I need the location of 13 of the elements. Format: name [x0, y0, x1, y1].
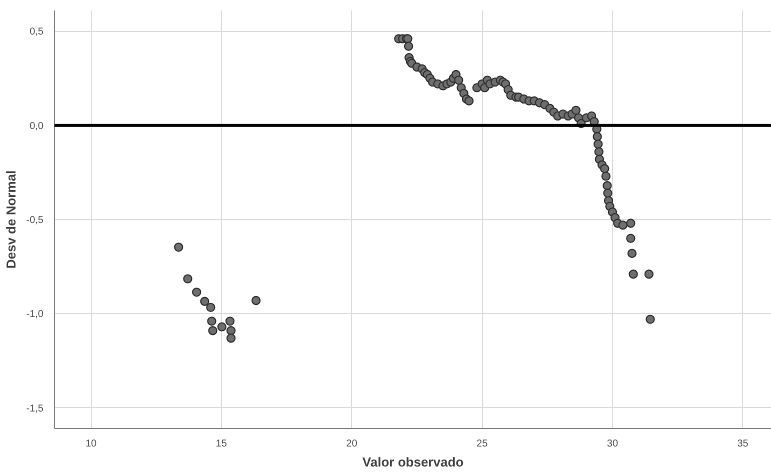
y-tick-label: -1,0	[26, 309, 44, 320]
x-tick-label: 30	[606, 438, 618, 450]
x-tick-label: 20	[346, 438, 358, 450]
y-tick-label: -0,5	[26, 215, 44, 226]
y-tick-label: 0,5	[30, 26, 44, 38]
x-tick-label: 25	[476, 438, 488, 450]
x-tick-label: 15	[216, 438, 228, 450]
x-tick-label: 35	[737, 438, 749, 450]
y-axis-title: Desv de Normal	[3, 170, 18, 269]
y-tick-label: -1,5	[26, 403, 44, 414]
x-axis-title: Valor observado	[362, 454, 464, 470]
x-tick-label: 10	[85, 438, 97, 450]
y-tick-label: 0,0	[30, 120, 44, 132]
